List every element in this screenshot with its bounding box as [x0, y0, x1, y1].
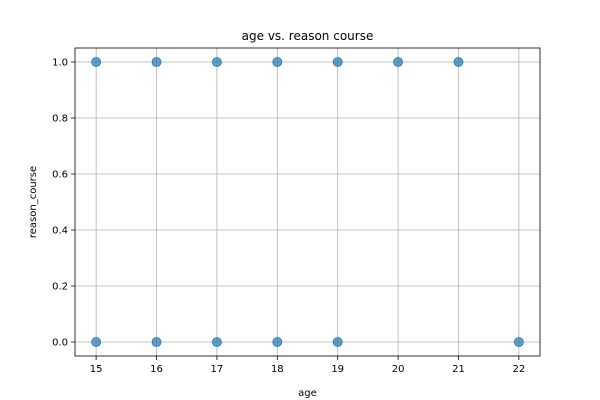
data-point: [91, 57, 102, 67]
y-tick-label: 0.4: [52, 226, 68, 237]
x-tick-label: 18: [271, 364, 284, 375]
y-axis-label: reason_course: [28, 166, 39, 238]
data-point: [151, 337, 162, 347]
x-tick-label: 20: [392, 364, 405, 375]
data-point: [453, 57, 464, 67]
x-tick-label: 19: [331, 364, 344, 375]
x-tick-label: 16: [150, 364, 163, 375]
x-tick-label: 21: [452, 364, 465, 375]
data-point: [212, 337, 222, 347]
data-point: [151, 57, 162, 67]
x-tick-label: 17: [211, 364, 224, 375]
chart-title: age vs. reason course: [242, 29, 374, 43]
x-tick-label: 15: [90, 364, 103, 375]
data-point: [513, 337, 524, 347]
x-tick-label: 22: [512, 364, 525, 375]
points-layer: [91, 57, 524, 347]
data-point: [272, 57, 283, 67]
ticks-layer: 15 16 17 18 19 20 21 22 0.0 0.2 0.4 0.6 0.8 1.0: [52, 58, 525, 376]
data-point: [332, 337, 343, 347]
x-axis-label: age: [298, 388, 317, 399]
y-tick-label: 0.6: [52, 170, 68, 181]
plot-frame: [74, 47, 541, 357]
y-tick-label: 0.8: [52, 114, 68, 125]
y-tick-label: 0.0: [52, 338, 68, 349]
data-point: [272, 337, 283, 347]
data-point: [393, 57, 403, 67]
y-tick-label: 1.0: [52, 58, 68, 69]
data-point: [332, 57, 343, 67]
y-tick-label: 0.2: [52, 282, 68, 293]
data-point: [91, 337, 102, 347]
data-point: [212, 57, 222, 67]
